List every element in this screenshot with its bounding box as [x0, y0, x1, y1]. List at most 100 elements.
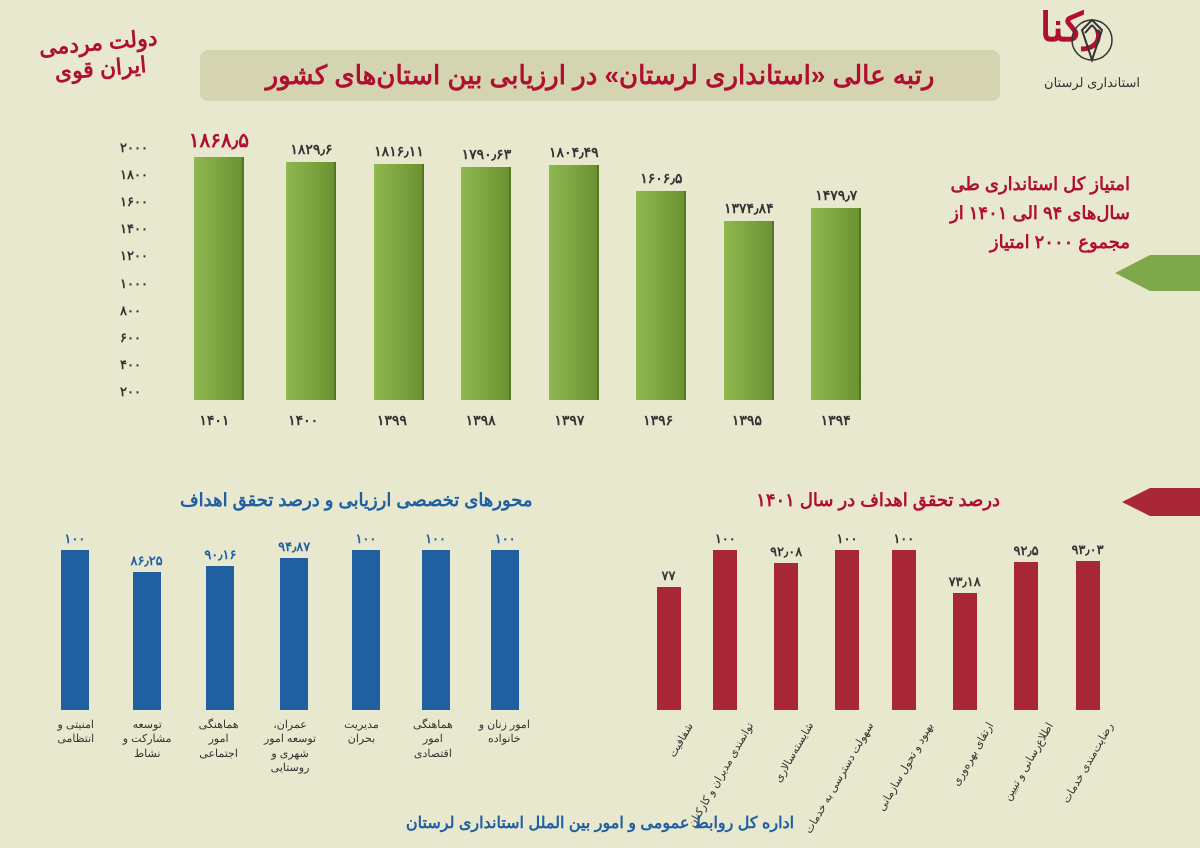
x-label: بهبود و تحول سازمانی: [884, 720, 935, 796]
bar-value: ۱۰۰: [837, 531, 858, 547]
bar-group: ۱۳۷۴٫۸۴: [724, 200, 774, 400]
main-x-labels: ۱۳۹۴۱۳۹۵۱۳۹۶۱۳۹۷۱۳۹۸۱۳۹۹۱۴۰۰۱۴۰۱: [170, 412, 880, 429]
y-tick: ۱۰۰۰: [120, 276, 148, 292]
bar: [549, 165, 599, 400]
bar-value: ۱۸۱۶٫۱۱: [374, 143, 424, 160]
bar-value: ۸۶٫۲۵: [131, 553, 163, 569]
y-tick: ۲۰۰: [120, 384, 148, 400]
x-label: مدیریت بحران: [331, 718, 391, 775]
bar-value: ۱۴۷۹٫۷: [815, 187, 857, 204]
main-bar-chart: ۲۰۰۰۱۸۰۰۱۶۰۰۱۴۰۰۱۲۰۰۱۰۰۰۸۰۰۶۰۰۴۰۰۲۰۰ ۱۴۷…: [120, 140, 880, 450]
x-label: ارتقای بهره‌وری: [944, 720, 995, 796]
emblem-icon: [1067, 15, 1117, 65]
page-title: رتبه عالی «استانداری لرستان» در ارزیابی …: [230, 60, 970, 91]
bar-group: ۹۳٫۰۳: [1071, 542, 1103, 710]
x-label: سهولت دسترسی به خدمات: [824, 720, 875, 796]
bar-value: ۱۰۰: [893, 531, 914, 547]
bar-group: ۸۶٫۲۵: [131, 553, 163, 710]
bar: [352, 550, 380, 710]
red-chart-title: درصد تحقق اهداف در سال ۱۴۰۱: [756, 490, 1000, 511]
bar: [374, 164, 424, 400]
bar-group: ۱۷۹۰٫۶۳: [461, 146, 511, 400]
bar: [657, 587, 681, 710]
bar-value: ۱۰۰: [425, 531, 446, 547]
x-label: اطلاع‌رسانی و تبیین: [1004, 720, 1055, 796]
bar: [811, 208, 861, 400]
bar-value: ۱۳۷۴٫۸۴: [724, 200, 774, 217]
y-tick: ۶۰۰: [120, 330, 148, 346]
bar-group: ۱۰۰: [835, 531, 859, 710]
x-label: ۱۴۰۰: [288, 412, 318, 429]
y-axis: ۲۰۰۰۱۸۰۰۱۶۰۰۱۴۰۰۱۲۰۰۱۰۰۰۸۰۰۶۰۰۴۰۰۲۰۰: [120, 140, 148, 400]
logo-right-text: استانداری لرستان: [1044, 75, 1140, 91]
bar-value: ۱۸۰۴٫۴۹: [549, 144, 599, 161]
bar-value: ۹۰٫۱۶: [204, 547, 236, 563]
blue-bars: ۱۰۰ ۱۰۰ ۱۰۰ ۹۴٫۸۷ ۹۰٫۱۶ ۸۶٫۲۵ ۱۰۰: [40, 530, 540, 710]
main-title-l1: امتیاز کل استانداری طی: [930, 170, 1130, 199]
bar-value: ۱۸۲۹٫۶: [290, 141, 332, 158]
main-title-l3: مجموع ۲۰۰۰ امتیاز: [930, 228, 1130, 257]
bar: [892, 550, 916, 710]
bar: [636, 191, 686, 400]
x-label: ۱۳۹۸: [466, 412, 496, 429]
bar-group: ۱۸۲۹٫۶: [286, 141, 336, 400]
blue-chart-title: محورهای تخصصی ارزیابی و درصد تحقق اهداف: [180, 490, 533, 511]
bar-group: ۱۰۰: [422, 531, 450, 710]
x-label: توانمندی مدیران و کارکنان: [704, 720, 755, 796]
bar: [286, 162, 336, 400]
bar-value: ۹۲٫۵: [1014, 543, 1039, 559]
bar: [835, 550, 859, 710]
blue-bar-chart: ۱۰۰ ۱۰۰ ۱۰۰ ۹۴٫۸۷ ۹۰٫۱۶ ۸۶٫۲۵ ۱۰۰ امور زنان و …: [40, 530, 540, 790]
y-tick: ۸۰۰: [120, 303, 148, 319]
x-label: ۱۳۹۹: [377, 412, 407, 429]
bar-value: ۱۰۰: [64, 531, 85, 547]
bar-group: ۱۶۰۶٫۵: [636, 170, 686, 400]
x-label: ۱۳۹۶: [643, 412, 673, 429]
bar-value: ۱۰۰: [715, 531, 736, 547]
bar-value: ۱۷۹۰٫۶۳: [462, 146, 512, 163]
y-tick: ۲۰۰۰: [120, 140, 148, 156]
bar: [953, 593, 977, 710]
bar: [774, 563, 798, 710]
logo-right: استانداری لرستان: [1044, 15, 1140, 91]
bar-group: ۱۰۰: [713, 531, 737, 710]
bar: [1014, 562, 1038, 710]
y-tick: ۱۲۰۰: [120, 248, 148, 264]
bar-group: ۹۰٫۱۶: [204, 547, 236, 710]
x-label: ۱۳۹۵: [732, 412, 762, 429]
x-label: ۱۳۹۷: [554, 412, 584, 429]
main-bars: ۱۴۷۹٫۷ ۱۳۷۴٫۸۴ ۱۶۰۶٫۵ ۱۸۰۴٫۴۹ ۱۷۹۰٫۶۳ ۱۸۱۶٫۱۱…: [170, 140, 880, 400]
bar-value: ۹۲٫۰۸: [770, 544, 802, 560]
bar-value: ۹۴٫۸۷: [278, 539, 310, 555]
bar-value: ۱۰۰: [495, 531, 516, 547]
bar-group: ۱۸۱۶٫۱۱: [374, 143, 424, 400]
bar: [461, 167, 511, 400]
x-label: امور زنان و خانواده: [474, 718, 534, 775]
x-label: توسعه مشارکت و نشاط: [117, 718, 177, 775]
bar-group: ۷۳٫۱۸: [949, 574, 981, 710]
x-label: ۱۳۹۴: [821, 412, 851, 429]
bar-group: ۱۸۰۴٫۴۹: [549, 144, 599, 400]
bar-group: ۱۰۰: [352, 531, 380, 710]
bar: [206, 566, 234, 710]
x-label: هماهنگی امور اجتماعی: [189, 718, 249, 775]
main-title-l2: سال‌های ۹۴ الی ۱۴۰۱ از: [930, 199, 1130, 228]
bar-group: ۹۲٫۵: [1014, 543, 1039, 710]
bar-group: ۹۲٫۰۸: [770, 544, 802, 710]
bar: [1076, 561, 1100, 710]
red-x-labels: رضایت‌مندی خدماتاطلاع‌رسانی و تبیینارتقا…: [640, 718, 1120, 798]
x-label: شایسته‌سالاری: [764, 720, 815, 796]
y-tick: ۴۰۰: [120, 357, 148, 373]
bar-group: ۱۰۰: [892, 531, 916, 710]
y-tick: ۱۴۰۰: [120, 221, 148, 237]
bar-group: ۱۰۰: [491, 531, 519, 710]
x-label: امنیتی و انتظامی: [46, 718, 106, 775]
bar: [713, 550, 737, 710]
bar-value: ۱۶۰۶٫۵: [640, 170, 682, 187]
x-label: رضایت‌مندی خدمات: [1064, 720, 1115, 796]
bar-group: ۷۷: [657, 568, 681, 710]
bar-group: ۱۴۷۹٫۷: [811, 187, 861, 400]
x-label: عمران، توسعه امور شهری و روستایی: [260, 718, 320, 775]
bar-group: ۱۰۰: [61, 531, 89, 710]
red-bar-chart: ۹۳٫۰۳۹۲٫۵۷۳٫۱۸۱۰۰۱۰۰۹۲٫۰۸۱۰۰۷۷ رضایت‌مند…: [640, 530, 1120, 790]
